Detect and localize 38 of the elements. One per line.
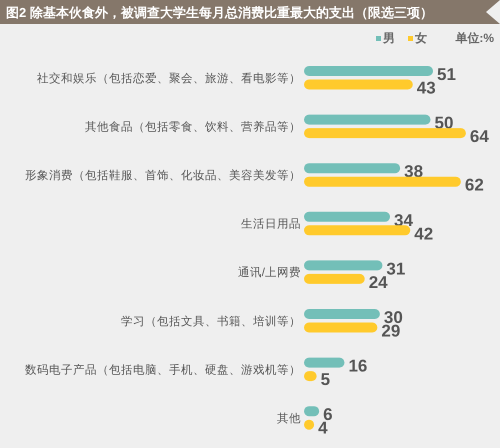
y-tick-label: 通讯/上网费 [238,266,301,280]
data-label: 4 [318,418,328,438]
data-label: 50 [434,114,454,133]
data-label: 34 [394,210,414,230]
legend-label: 女 [414,31,427,45]
data-label: 62 [464,176,484,195]
data-label: 24 [368,272,388,292]
bar [304,225,410,236]
bar [304,80,413,90]
y-tick-label: 其他 [277,412,301,425]
legend-label: 男 [382,31,395,45]
bar [304,212,390,222]
data-label: 64 [470,127,490,146]
bar [304,128,466,138]
bar [304,358,344,368]
y-tick-label: 社交和娱乐（包括恋爱、聚会、旅游、看电影等） [37,70,301,85]
bar [304,66,434,76]
y-tick-label: 生活日用品 [241,218,301,231]
y-tick-label: 学习（包括文具、书籍、培训等） [121,314,301,328]
data-label: 42 [414,224,434,244]
data-label: 5 [320,370,330,390]
bar [304,176,461,187]
data-label: 38 [404,162,424,182]
data-label: 43 [416,78,436,98]
bar [304,260,382,270]
data-label: 51 [437,65,456,84]
chart-title: 图2 除基本伙食外，被调查大学生每月总消费比重最大的支出（限选三项） [6,5,433,20]
y-tick-label: 形象消费（包括鞋服、首饰、化妆品、美容美发等） [25,168,301,182]
bar [304,274,365,284]
data-label: 16 [348,356,368,376]
y-tick-label: 其他食品（包括零食、饮料、营养品等） [85,119,301,134]
text: 单位:% [454,31,494,45]
bar [304,309,380,319]
bar [304,114,430,125]
bar [304,322,378,332]
data-label: 31 [386,259,406,278]
y-tick-label: 数码电子产品（包括电脑、手机、硬盘、游戏机等） [25,362,301,376]
bar [304,163,400,174]
